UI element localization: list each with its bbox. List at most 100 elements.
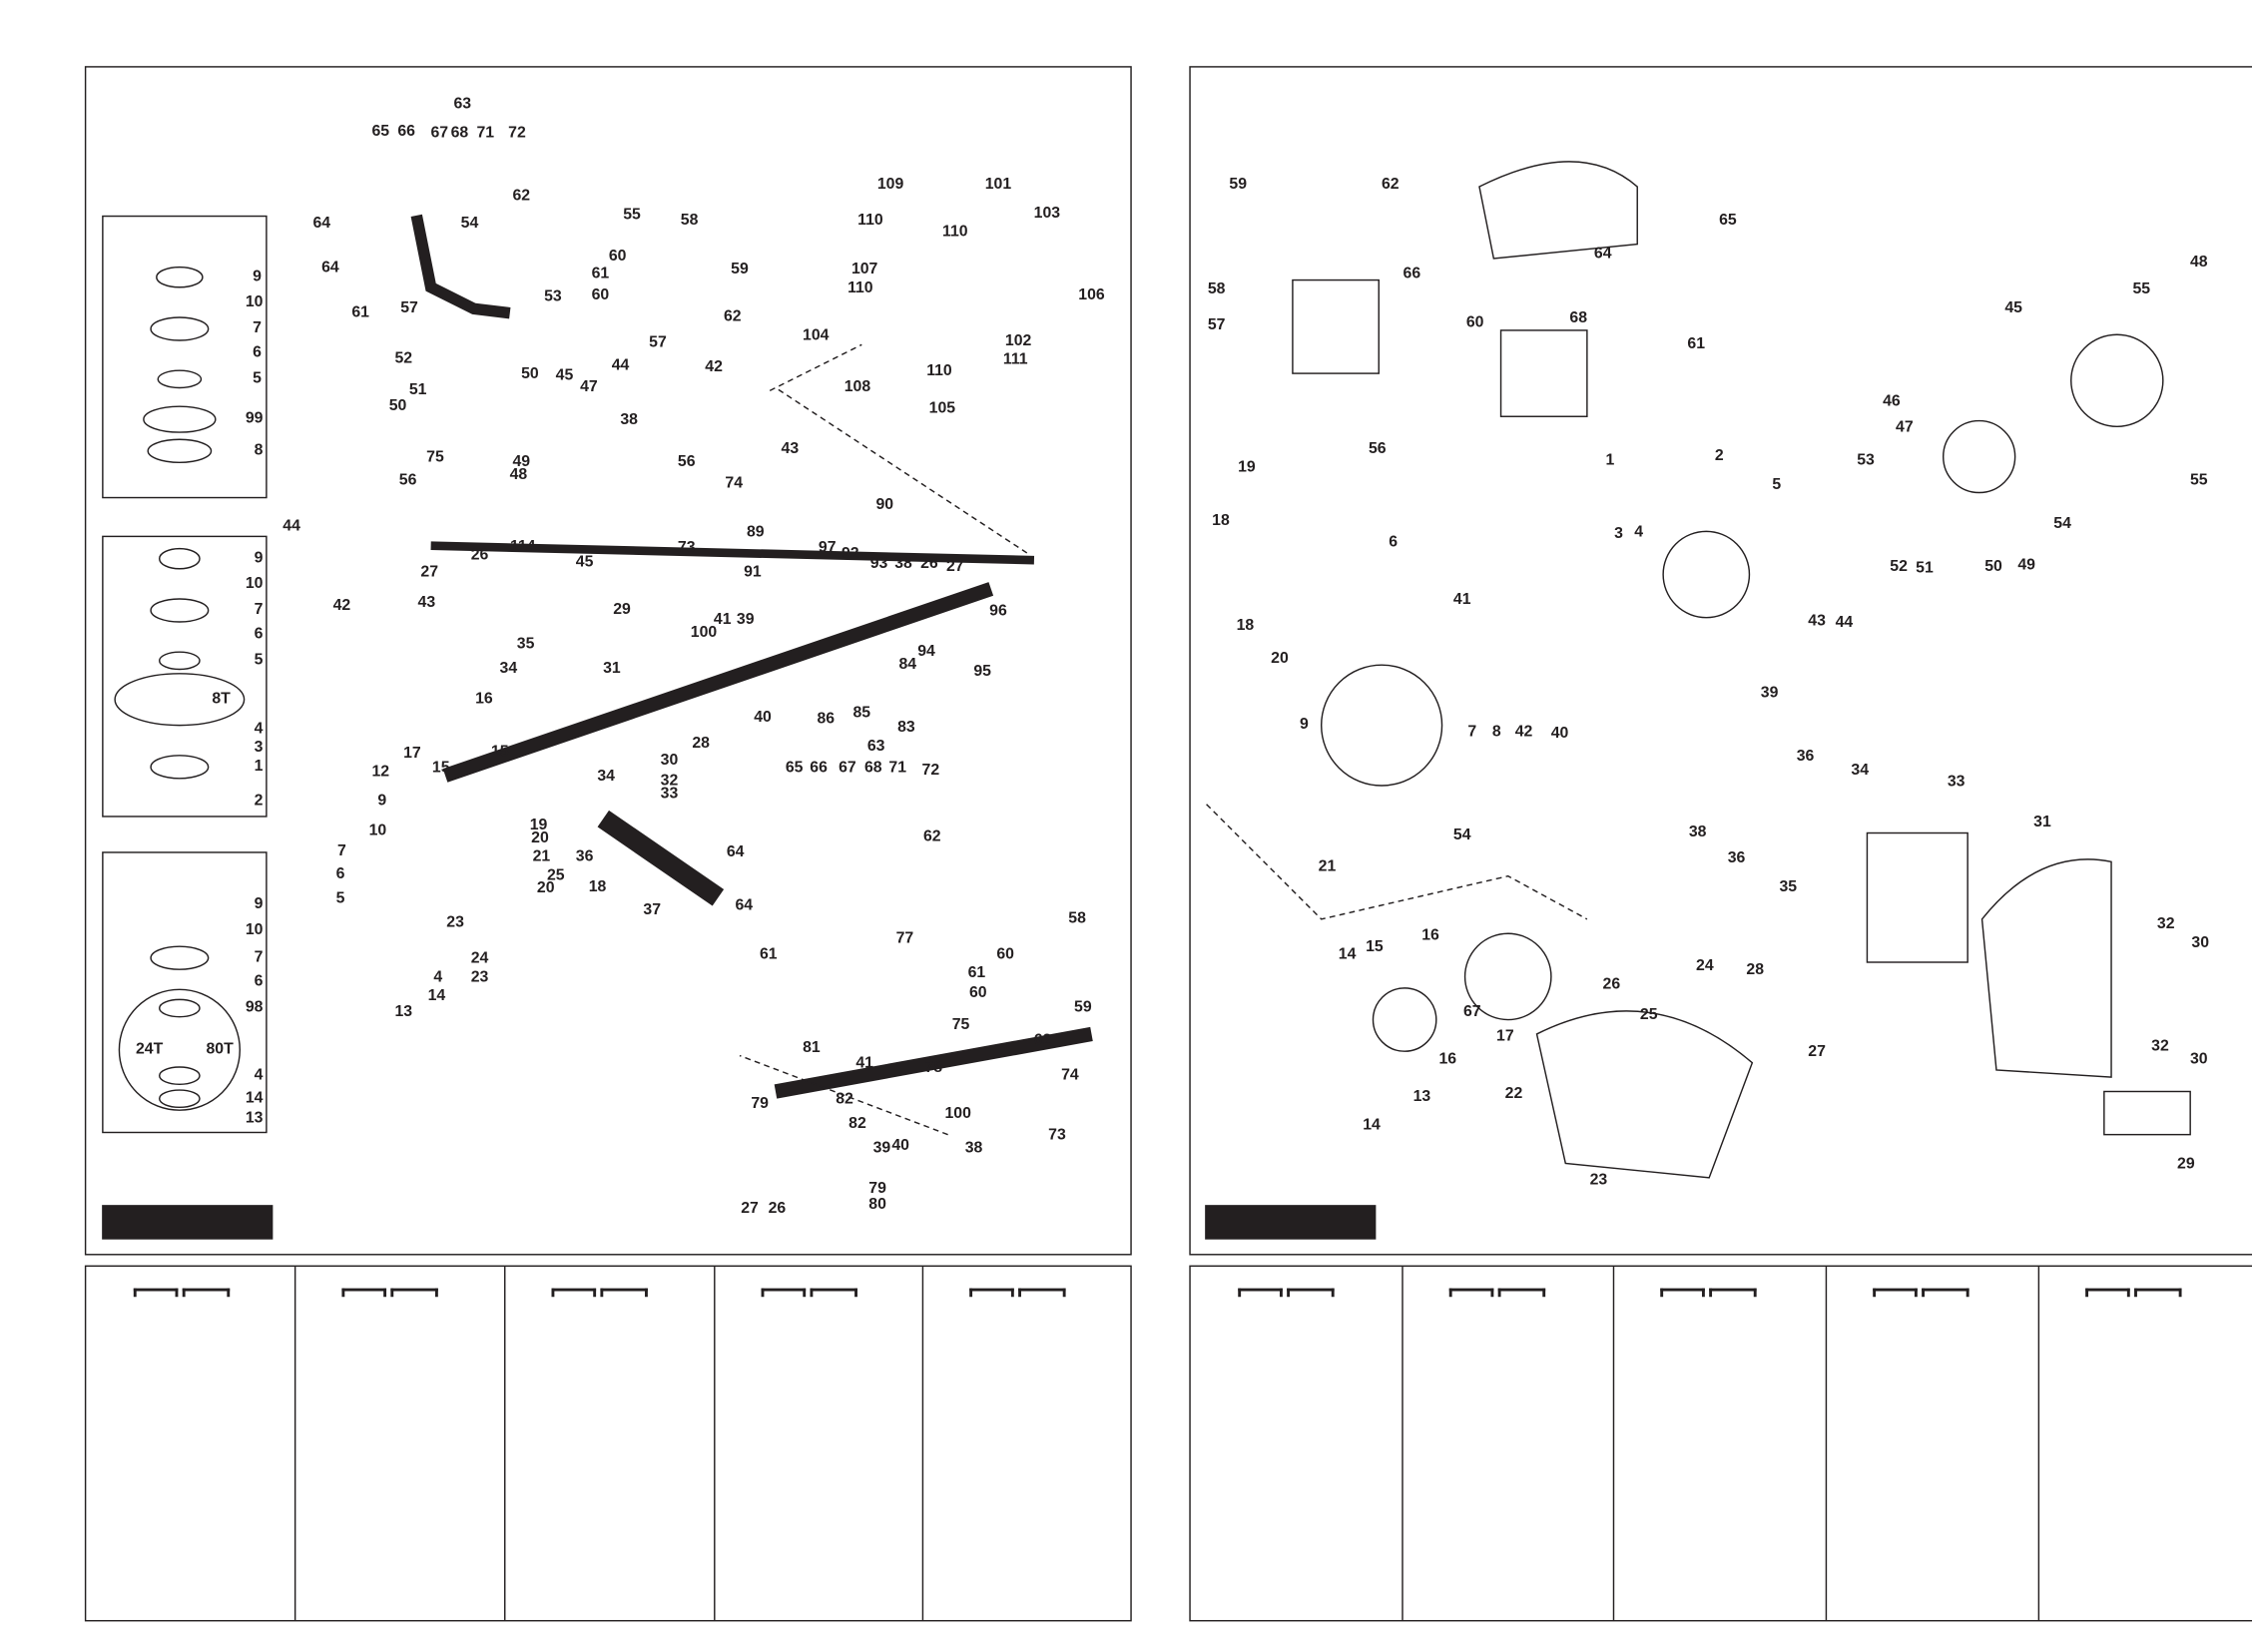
- drawing-stroke: [1866, 831, 1969, 963]
- table-column-divider: [1612, 1267, 1615, 1620]
- part-number-callout: 45: [575, 553, 594, 571]
- drawing-stroke: [150, 316, 210, 341]
- inset-blade-8t: [102, 535, 268, 818]
- part-number-callout: 12: [371, 763, 390, 781]
- part-number-callout: 50: [388, 396, 407, 415]
- part-number-callout: 72: [508, 124, 526, 142]
- part-number-callout: 6: [254, 972, 264, 991]
- part-number-callout: 51: [408, 381, 427, 399]
- part-number-callout: 6: [335, 864, 345, 883]
- part-number-callout: 9: [1300, 716, 1309, 734]
- part-number-callout: 23: [470, 968, 489, 986]
- part-number-callout: 30: [2191, 933, 2210, 952]
- part-number-callout: 94: [917, 642, 935, 661]
- part-number-callout: 20: [531, 828, 549, 847]
- part-number-callout: 109: [876, 176, 904, 194]
- part-number-callout: 57: [1207, 316, 1226, 334]
- drawing-stroke: [410, 214, 511, 319]
- part-number-callout: 9: [377, 792, 387, 810]
- drawing-stroke: [158, 547, 201, 570]
- part-number-callout: 25: [1639, 1005, 1658, 1024]
- part-number-callout: 10: [245, 575, 264, 593]
- left-diagram-panel: [84, 66, 1132, 1256]
- part-number-callout: 6: [253, 343, 262, 361]
- part-number-callout: 68: [1569, 309, 1588, 327]
- part-number-callout: 40: [1550, 724, 1569, 743]
- part-number-callout: 65: [371, 123, 390, 141]
- part-number-callout: 7: [337, 841, 346, 860]
- drawing-stroke: [430, 541, 1035, 565]
- part-number-callout: 10: [245, 293, 264, 311]
- part-number-callout: 38: [894, 555, 912, 573]
- part-number-callout: 1: [254, 757, 264, 776]
- part-number-callout: 61: [1687, 334, 1706, 353]
- part-number-callout: 68: [863, 759, 882, 777]
- part-number-callout: 42: [332, 596, 351, 615]
- drawing-stroke: [1980, 858, 2112, 1078]
- part-number-callout: 104: [803, 326, 830, 344]
- part-number-callout: 93: [869, 555, 888, 573]
- part-number-callout: 5: [1772, 475, 1782, 494]
- part-number-callout: 97: [818, 539, 837, 557]
- left-parts-table: [84, 1265, 1132, 1622]
- part-number-callout: 18: [1212, 511, 1230, 530]
- part-number-callout: 106: [1078, 286, 1105, 304]
- drawing-stroke: [597, 810, 725, 906]
- part-number-callout: 55: [623, 206, 641, 224]
- part-number-callout: 75: [426, 448, 444, 466]
- part-number-callout: 95: [973, 663, 991, 681]
- drawing-stroke: [442, 582, 994, 783]
- part-number-callout: 3: [254, 739, 264, 757]
- part-number-callout: 19: [529, 816, 548, 834]
- part-number-callout: 58: [680, 212, 699, 230]
- part-number-callout: 111: [1002, 350, 1028, 369]
- part-number-callout: 47: [580, 378, 598, 396]
- part-number-callout: 91: [744, 563, 762, 581]
- part-number-callout: 114: [509, 537, 536, 556]
- part-number-callout: 56: [1368, 439, 1387, 458]
- part-number-callout: 103: [1033, 205, 1061, 223]
- part-number-callout: 75: [951, 1015, 970, 1034]
- part-number-callout: 59: [1074, 998, 1092, 1016]
- figure-label-box: [1205, 1205, 1377, 1240]
- part-number-callout: 20: [536, 879, 555, 897]
- part-number-callout: 24T: [135, 1040, 164, 1058]
- part-number-callout: 43: [1808, 612, 1826, 630]
- part-number-callout: 60: [608, 248, 627, 266]
- part-number-callout: 8: [254, 441, 264, 459]
- part-number-callout: 78: [924, 1059, 943, 1077]
- part-number-callout: 33: [1947, 773, 1966, 792]
- part-number-callout: 89: [746, 523, 765, 541]
- part-number-callout: 100: [690, 624, 718, 642]
- part-number-callout: 20: [1271, 650, 1289, 668]
- part-number-callout: 15: [490, 743, 509, 761]
- part-number-callout: 25: [547, 866, 565, 884]
- part-number-callout: 28: [1746, 961, 1765, 979]
- part-number-callout: 19: [1238, 458, 1256, 476]
- part-number-callout: 64: [1593, 245, 1612, 263]
- part-number-callout: 30: [660, 752, 679, 770]
- drawing-stroke: [1463, 932, 1552, 1021]
- part-number-callout: 7: [253, 319, 262, 337]
- part-number-callout: 100: [944, 1105, 971, 1123]
- part-number-callout: 38: [1688, 824, 1707, 841]
- drawing-stroke: [157, 369, 203, 389]
- part-number-callout: 63: [866, 737, 885, 756]
- part-number-callout: 90: [875, 496, 894, 514]
- part-number-callout: 44: [282, 517, 300, 535]
- part-number-callout: 13: [245, 1109, 264, 1127]
- part-number-callout: 64: [735, 896, 754, 914]
- part-number-callout: 34: [597, 768, 615, 786]
- part-number-callout: 5: [335, 889, 345, 907]
- part-number-callout: 74: [725, 474, 744, 492]
- part-number-callout: 59: [731, 261, 749, 278]
- part-number-callout: 60: [1465, 313, 1484, 331]
- part-number-callout: 40: [891, 1136, 909, 1155]
- part-number-callout: 4: [254, 720, 264, 738]
- part-number-callout: 6: [254, 625, 264, 643]
- part-number-callout: 1: [1605, 451, 1615, 469]
- part-number-callout: 35: [516, 635, 535, 653]
- part-number-callout: 62: [1381, 176, 1400, 194]
- part-number-callout: 82: [848, 1115, 866, 1133]
- table-column-divider: [504, 1267, 506, 1620]
